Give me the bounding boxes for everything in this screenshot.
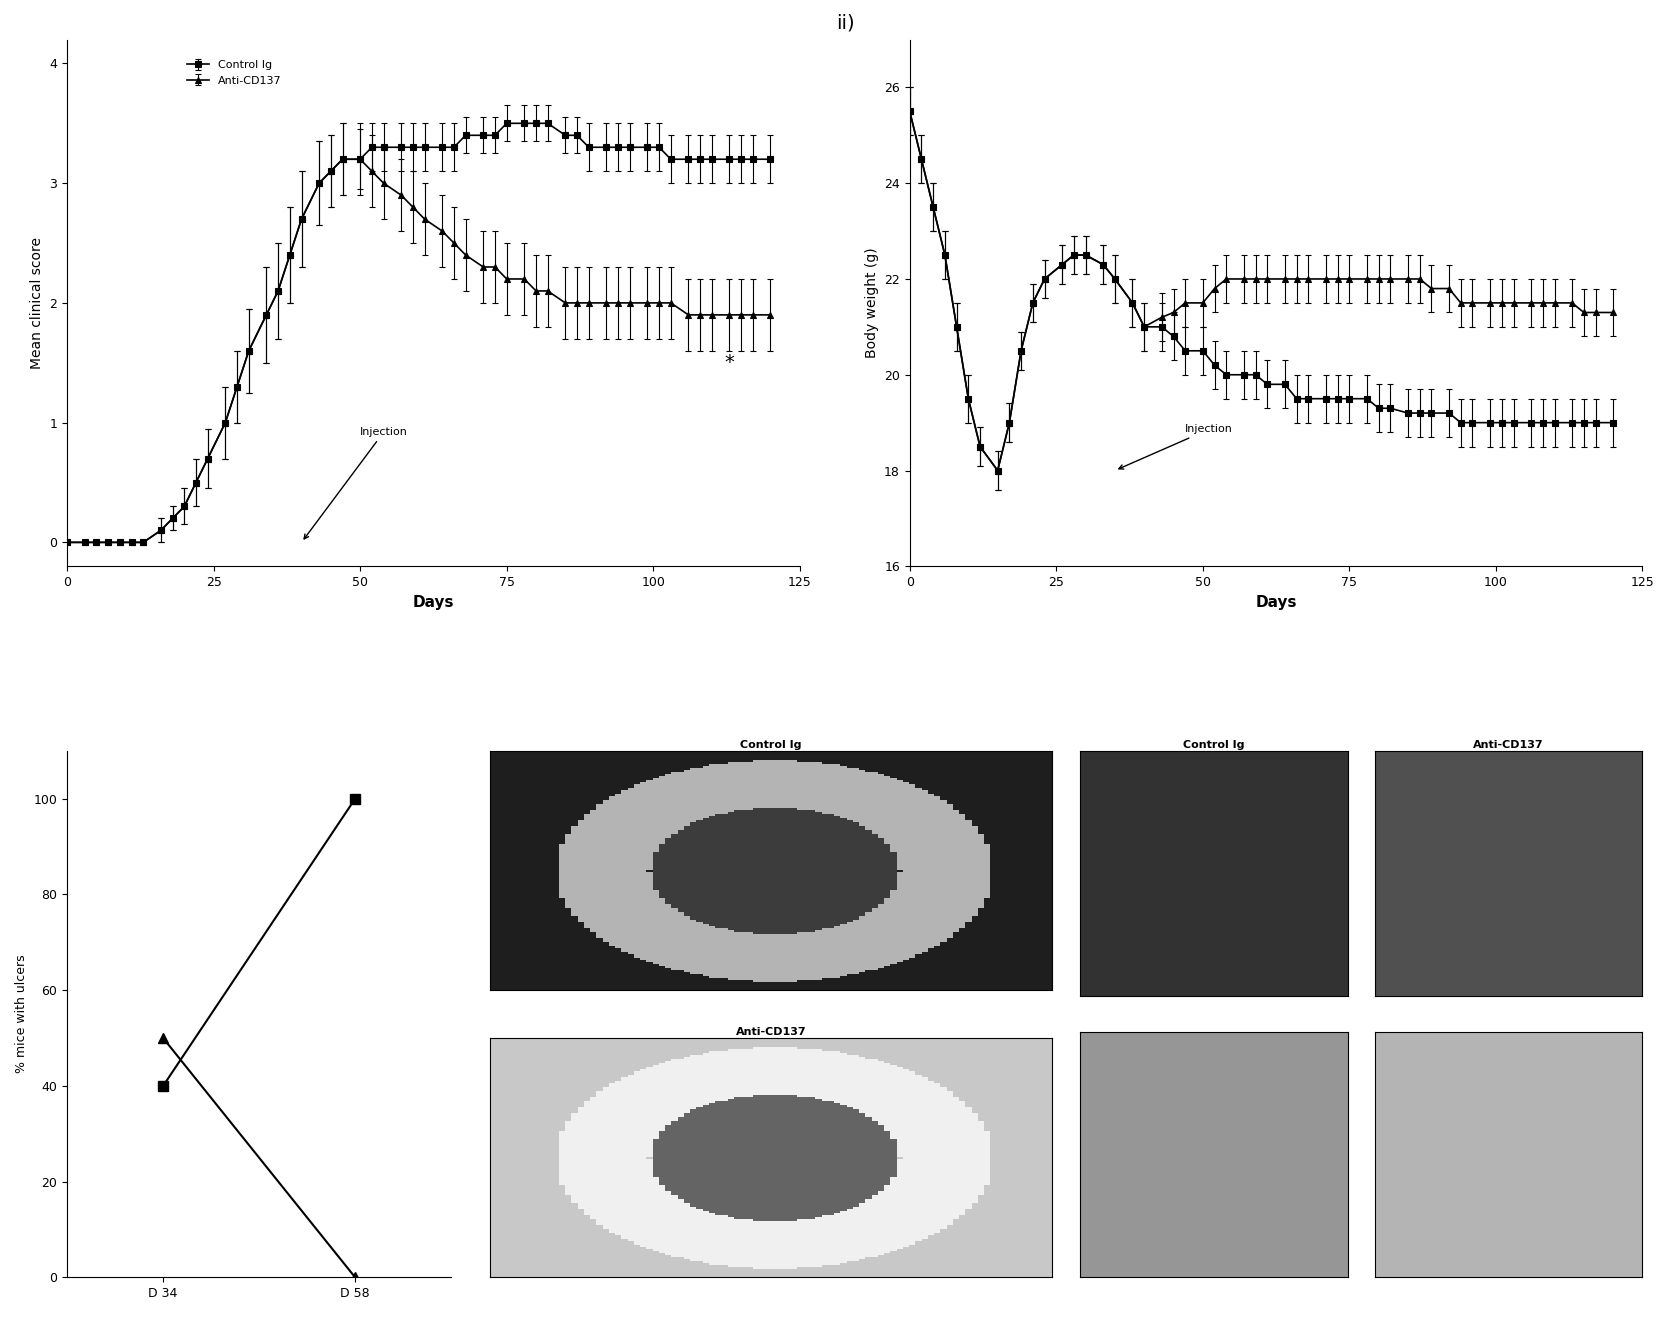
Y-axis label: % mice with ulcers: % mice with ulcers [15, 955, 28, 1073]
Title: Anti-CD137: Anti-CD137 [1473, 740, 1544, 749]
Legend: Control Ig, Anti-CD137: Control Ig, Anti-CD137 [183, 55, 287, 90]
Title: Control Ig: Control Ig [1183, 740, 1245, 749]
Y-axis label: Mean clinical score: Mean clinical score [30, 237, 44, 369]
X-axis label: Days: Days [412, 594, 454, 610]
X-axis label: Days: Days [1255, 594, 1297, 610]
Text: ii): ii) [836, 13, 855, 32]
Y-axis label: Body weight (g): Body weight (g) [865, 248, 878, 358]
Text: Injection: Injection [1120, 424, 1234, 469]
Text: *: * [724, 353, 734, 373]
Text: Injection: Injection [303, 427, 407, 539]
Title: Control Ig: Control Ig [741, 740, 801, 749]
Title: Anti-CD137: Anti-CD137 [736, 1027, 806, 1038]
